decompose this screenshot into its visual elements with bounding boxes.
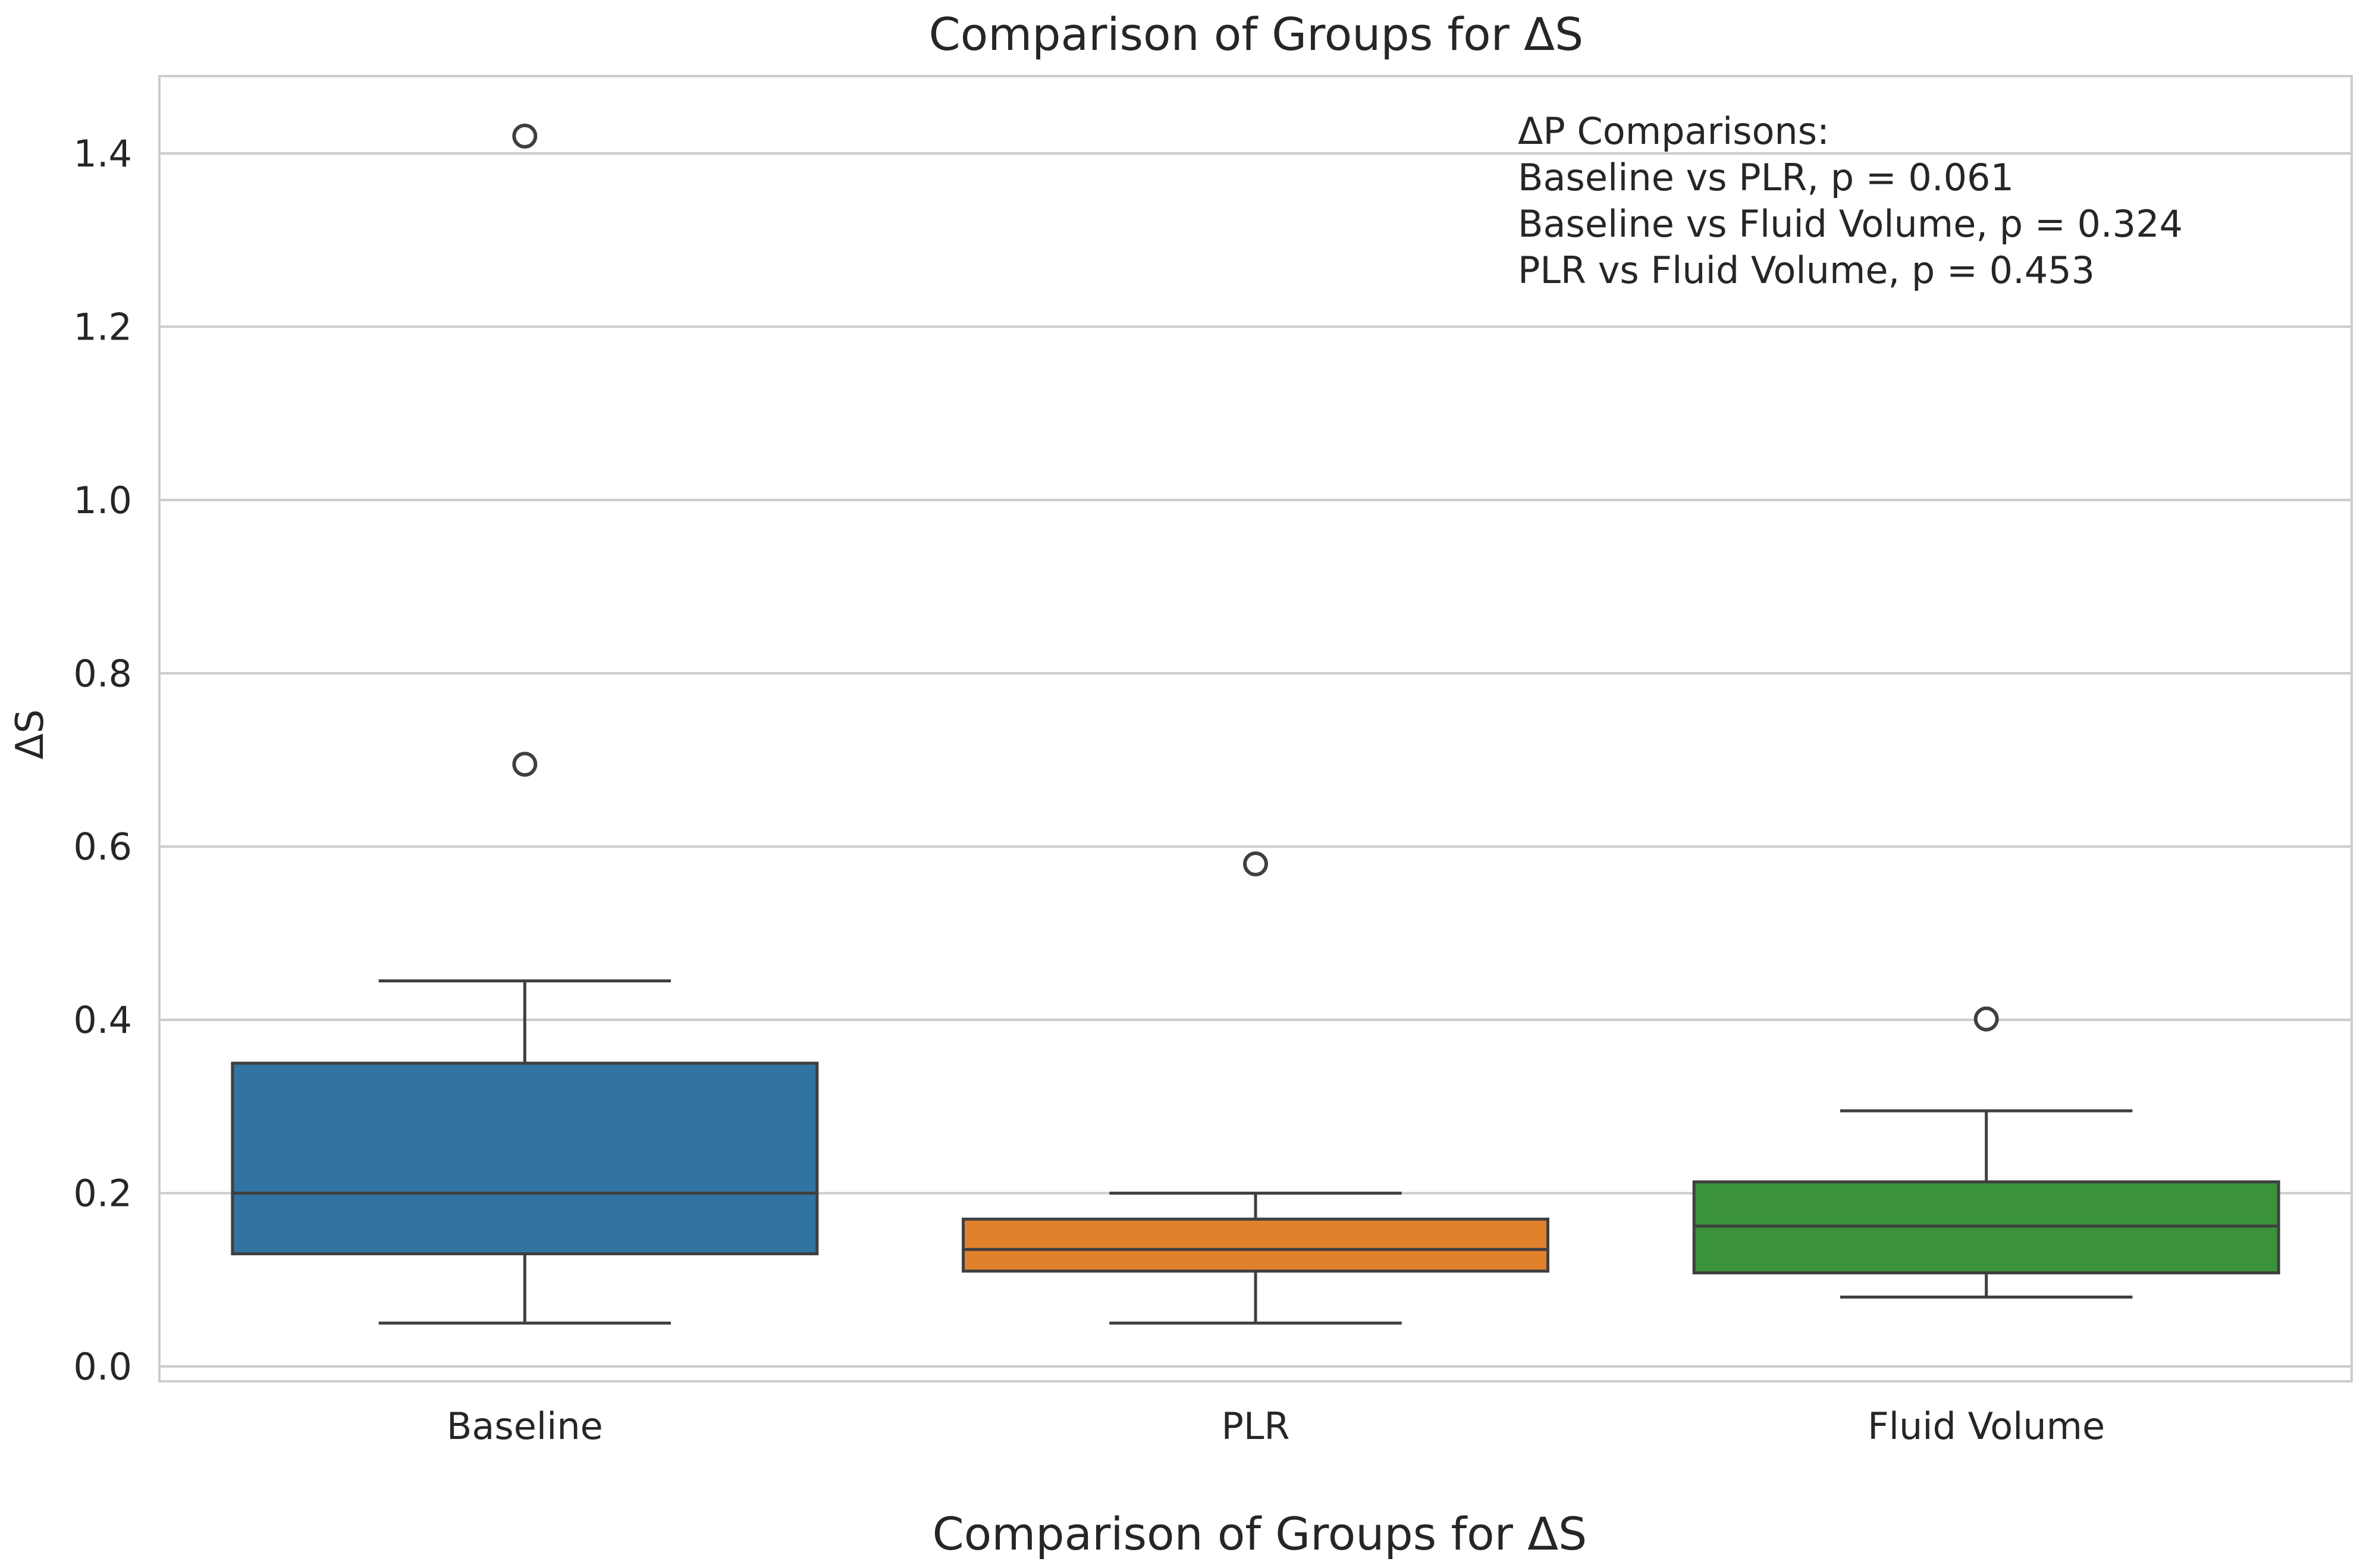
x-axis-label: Comparison of Groups for ΔS [933, 1507, 1587, 1560]
outlier-point [512, 752, 538, 777]
annotation-line: ΔP Comparisons: [1518, 109, 1829, 153]
box-group [962, 851, 1549, 1325]
annotation-line: PLR vs Fluid Volume, p = 0.453 [1518, 249, 2095, 292]
box-group [231, 123, 819, 1325]
y-tick-label: 1.2 [73, 305, 132, 348]
annotation-line: Baseline vs Fluid Volume, p = 0.324 [1518, 202, 2183, 246]
y-tick-label: 1.4 [73, 132, 132, 175]
x-tick-label: PLR [1221, 1404, 1289, 1448]
x-tick-label: Fluid Volume [1868, 1404, 2105, 1448]
y-tick-label: 0.2 [73, 1172, 132, 1215]
y-tick-labels: 0.0 0.2 0.4 0.6 0.8 1.0 1.2 1.4 [73, 132, 132, 1388]
x-tick-label: Baseline [447, 1404, 603, 1448]
y-tick-label: 0.8 [73, 652, 132, 695]
y-tick-label: 1.0 [73, 479, 132, 522]
chart-title: Comparison of Groups for ΔS [929, 8, 1584, 61]
y-tick-label: 0.6 [73, 825, 132, 869]
plot-frame [158, 75, 2353, 1382]
y-tick-label: 0.4 [73, 998, 132, 1042]
p-value-annotation: ΔP Comparisons:Baseline vs PLR, p = 0.06… [1518, 109, 2183, 292]
box [962, 1217, 1549, 1273]
box-group [1692, 1006, 2280, 1299]
box [231, 1061, 819, 1256]
x-tick-labels: Baseline PLR Fluid Volume [447, 1404, 2105, 1448]
y-tick-label: 0.0 [73, 1345, 132, 1388]
outlier-point [512, 123, 538, 149]
boxes [231, 123, 2280, 1325]
outlier-point [1243, 851, 1268, 876]
annotation-line: Baseline vs PLR, p = 0.061 [1518, 156, 2014, 199]
outlier-point [1973, 1006, 1999, 1032]
y-axis-label: ΔS [8, 709, 52, 759]
